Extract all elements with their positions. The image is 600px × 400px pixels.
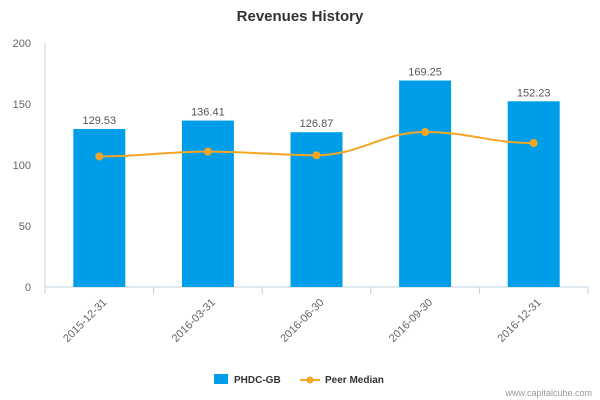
x-axis-ticks: 2015-12-31 2016-03-31 2016-06-30 2016-09-30… (44, 287, 589, 345)
peer-median-series (95, 128, 538, 161)
peer-median-point (312, 151, 321, 160)
x-tick-label: 2015-12-31 (61, 297, 109, 345)
y-tick-label: 100 (13, 160, 31, 172)
y-tick-label: 200 (13, 38, 31, 50)
bar-value-label: 152.23 (517, 87, 551, 99)
bar (507, 101, 560, 287)
bar-data-labels: 129.53 136.41 126.87 169.25 152.23 (82, 67, 550, 131)
y-tick-label: 0 (25, 282, 31, 294)
peer-median-point (203, 147, 212, 156)
peer-median-point (95, 152, 104, 161)
x-tick-label: 2016-06-30 (278, 297, 326, 345)
bar (399, 80, 452, 287)
bar-value-label: 136.41 (191, 107, 225, 119)
legend: PHDC-GB Peer Median (214, 374, 384, 386)
y-tick-label: 150 (13, 99, 31, 111)
y-tick-label: 50 (19, 221, 31, 233)
credit-text: www.capitalcube.com (504, 388, 592, 398)
peer-median-point (529, 139, 538, 148)
legend-label-line: Peer Median (325, 375, 384, 386)
legend-label-bar: PHDC-GB (234, 375, 281, 386)
bar-series (73, 80, 560, 287)
bar-value-label: 126.87 (300, 118, 334, 130)
x-tick-label: 2016-09-30 (387, 297, 435, 345)
bar-value-label: 169.25 (408, 67, 442, 79)
bar-value-label: 129.53 (82, 115, 116, 127)
legend-swatch-bar (214, 374, 228, 384)
peer-median-point (421, 128, 430, 137)
bar (181, 120, 234, 287)
x-tick-label: 2016-12-31 (496, 297, 544, 345)
x-tick-label: 2016-03-31 (170, 297, 218, 345)
legend-swatch-marker (306, 376, 314, 384)
chart-title: Revenues History (237, 8, 364, 25)
y-axis-ticks: 0 50 100 150 200 (13, 38, 31, 294)
